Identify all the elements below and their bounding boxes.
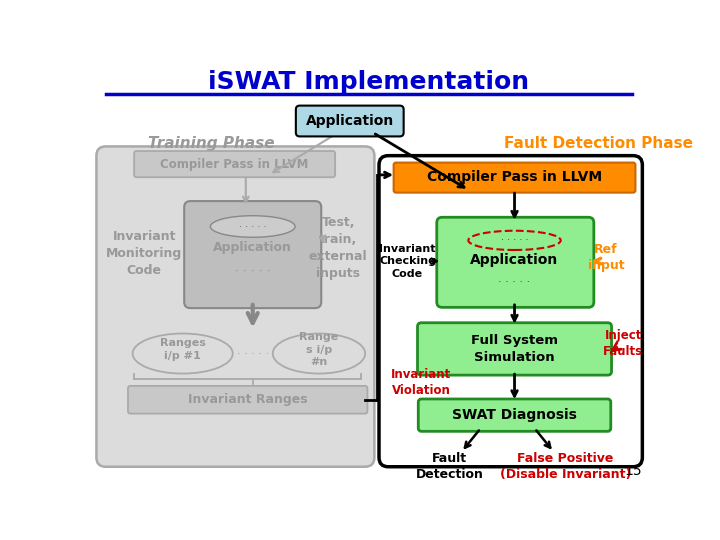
FancyBboxPatch shape <box>184 201 321 308</box>
FancyBboxPatch shape <box>134 151 335 177</box>
Text: Compiler Pass in LLVM: Compiler Pass in LLVM <box>427 170 602 184</box>
Text: Training Phase: Training Phase <box>148 136 274 151</box>
FancyBboxPatch shape <box>96 146 374 467</box>
FancyBboxPatch shape <box>379 156 642 467</box>
Text: · · · · ·: · · · · · <box>239 221 266 232</box>
Text: Fault
Detection: Fault Detection <box>416 452 484 481</box>
Text: SWAT Diagnosis: SWAT Diagnosis <box>452 408 577 422</box>
Text: · · · · ·: · · · · · <box>235 265 271 278</box>
Text: Invariant
Checking
Code: Invariant Checking Code <box>379 244 436 279</box>
Text: · · · · ·: · · · · · <box>498 277 531 287</box>
FancyBboxPatch shape <box>296 106 404 137</box>
FancyBboxPatch shape <box>128 386 367 414</box>
Text: Invariant
Monitoring
Code: Invariant Monitoring Code <box>106 230 182 277</box>
Text: Application: Application <box>213 241 292 254</box>
Text: Invariant Ranges: Invariant Ranges <box>187 393 307 406</box>
FancyBboxPatch shape <box>418 399 611 431</box>
Text: iSWAT Implementation: iSWAT Implementation <box>208 70 530 94</box>
Text: Ref
input: Ref input <box>588 243 624 272</box>
Text: Inject
Faults: Inject Faults <box>603 329 643 358</box>
Text: · · · · ·: · · · · · <box>237 348 269 359</box>
Ellipse shape <box>468 231 561 250</box>
FancyBboxPatch shape <box>394 163 636 193</box>
Text: Invariant
Violation: Invariant Violation <box>391 368 451 397</box>
FancyBboxPatch shape <box>418 323 611 375</box>
Text: Application: Application <box>470 253 559 267</box>
Text: Fault Detection Phase: Fault Detection Phase <box>504 136 693 151</box>
Text: 15: 15 <box>624 463 642 477</box>
Text: False Positive
(Disable Invariant): False Positive (Disable Invariant) <box>500 452 631 481</box>
Ellipse shape <box>210 215 295 237</box>
Text: Ranges
i/p #1: Ranges i/p #1 <box>160 339 206 361</box>
Text: Compiler Pass in LLVM: Compiler Pass in LLVM <box>160 158 308 171</box>
Text: Application: Application <box>305 114 394 128</box>
Text: Range
s i/p
#n: Range s i/p #n <box>300 332 338 367</box>
Ellipse shape <box>273 334 365 374</box>
Text: · · · · ·: · · · · · <box>501 235 528 245</box>
Text: Test,
train,
external
inputs: Test, train, external inputs <box>309 216 367 280</box>
Text: Full System
Simulation: Full System Simulation <box>471 334 558 364</box>
FancyBboxPatch shape <box>437 217 594 307</box>
Ellipse shape <box>132 334 233 374</box>
